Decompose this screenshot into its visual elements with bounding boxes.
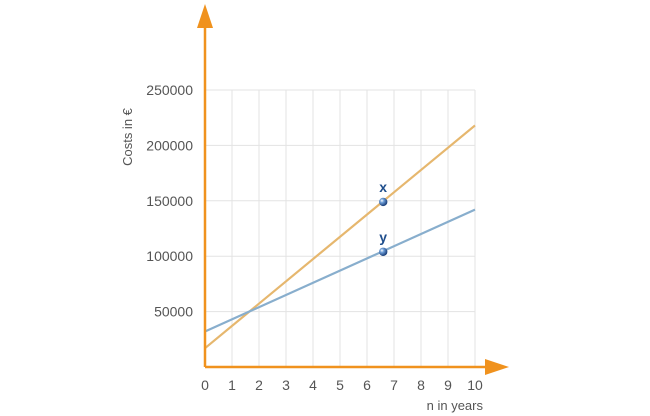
y-tick-label: 50000 [154,304,193,320]
point-label-y: y [379,229,387,245]
series-layer [204,124,476,350]
x-tick-label: 1 [228,377,236,393]
y-axis-label: Costs in € [120,107,135,166]
y-tick-label: 150000 [146,193,193,209]
marked-points: xy [379,179,388,256]
x-tick-label: 10 [467,377,483,393]
x-axis-arrow [485,359,509,375]
x-tick-label: 2 [255,377,263,393]
x-axis-label: n in years [427,398,484,413]
x-tick-label: 3 [282,377,290,393]
point-marker-x [379,197,388,207]
x-tick-label: 8 [417,377,425,393]
x-tick-label: 6 [363,377,371,393]
axes [197,4,509,375]
point-marker-y [379,247,388,256]
point-label-x: x [379,179,387,195]
x-tick-label: 0 [201,377,209,393]
y-tick-label: 100000 [146,248,193,264]
x-tick-label: 7 [390,377,398,393]
y-tick-label: 250000 [146,82,193,98]
x-tick-label: 5 [336,377,344,393]
x-tick-label: 4 [309,377,317,393]
y-tick-label: 200000 [146,137,193,153]
tick-labels: 0 1 2 3 4 5 6 7 8 9 10 50000 100000 150000 200000 25000… [146,82,483,393]
y-axis-arrow [197,4,213,28]
x-tick-label: 9 [444,377,452,393]
series-line-2 [204,208,476,333]
